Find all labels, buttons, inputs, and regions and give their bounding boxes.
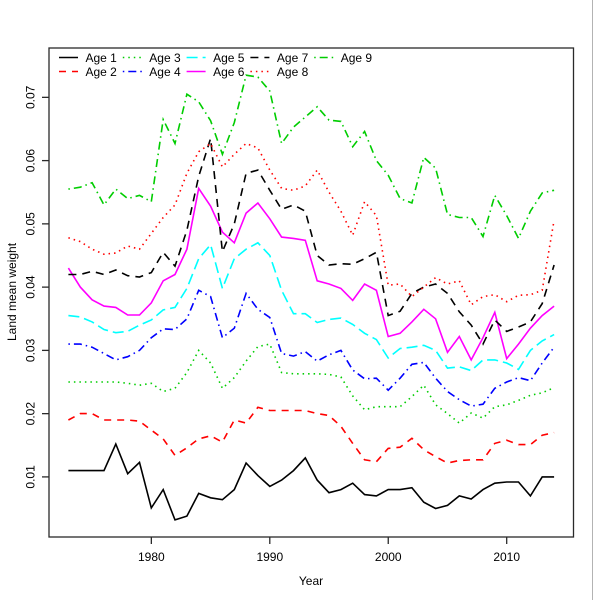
series-line-age-8 — [68, 142, 555, 306]
series-line-age-2 — [68, 406, 555, 464]
series-line-age-7 — [68, 138, 555, 346]
window-border — [592, 0, 593, 600]
legend-item-age-5: Age 5 — [186, 51, 245, 65]
x-tick-label-1990: 1990 — [256, 550, 283, 564]
series-line-age-6 — [67, 186, 555, 362]
x-tick-label-2000: 2000 — [375, 550, 402, 564]
series-line-age-5 — [68, 241, 555, 372]
y-tick-label-0.01: 0.01 — [24, 465, 38, 489]
legend-label-age-8: Age 8 — [277, 65, 309, 79]
y-tick-label-0.07: 0.07 — [24, 85, 38, 109]
legend-label-age-1: Age 1 — [86, 51, 118, 65]
legend-item-age-4: Age 4 — [122, 65, 181, 79]
y-axis-title: Land mean weight — [5, 242, 19, 341]
legend-label-age-4: Age 4 — [149, 65, 181, 79]
legend-label-age-5: Age 5 — [213, 51, 245, 65]
legend-label-age-2: Age 2 — [86, 65, 118, 79]
legend-item-age-3: Age 3 — [122, 51, 181, 65]
series-line-age-4 — [68, 289, 555, 407]
y-tick-label-0.06: 0.06 — [24, 149, 38, 173]
x-tick-label-2010: 2010 — [493, 550, 520, 564]
plot-box — [48, 47, 575, 538]
legend-item-age-9: Age 9 — [314, 51, 372, 65]
series-line-age-9 — [68, 74, 555, 241]
legend-item-age-2: Age 2 — [59, 65, 117, 79]
legend-label-age-3: Age 3 — [149, 51, 181, 65]
y-tick-label-0.05: 0.05 — [24, 212, 38, 236]
series-line-age-1 — [68, 441, 555, 521]
legend-item-age-1: Age 1 — [59, 51, 117, 65]
y-tick-label-0.02: 0.02 — [24, 402, 38, 426]
y-tick-label-0.03: 0.03 — [24, 338, 38, 362]
legend-label-age-9: Age 9 — [341, 51, 373, 65]
legend-label-age-7: Age 7 — [277, 51, 309, 65]
x-tick-label-1980: 1980 — [138, 550, 165, 564]
x-axis-title: Year — [299, 574, 323, 588]
y-tick-label-0.04: 0.04 — [24, 275, 38, 299]
legend-item-age-8: Age 8 — [250, 65, 309, 79]
legend-item-age-6: Age 6 — [186, 65, 245, 79]
legend-label-age-6: Age 6 — [213, 65, 245, 79]
legend-item-age-7: Age 7 — [250, 51, 309, 65]
